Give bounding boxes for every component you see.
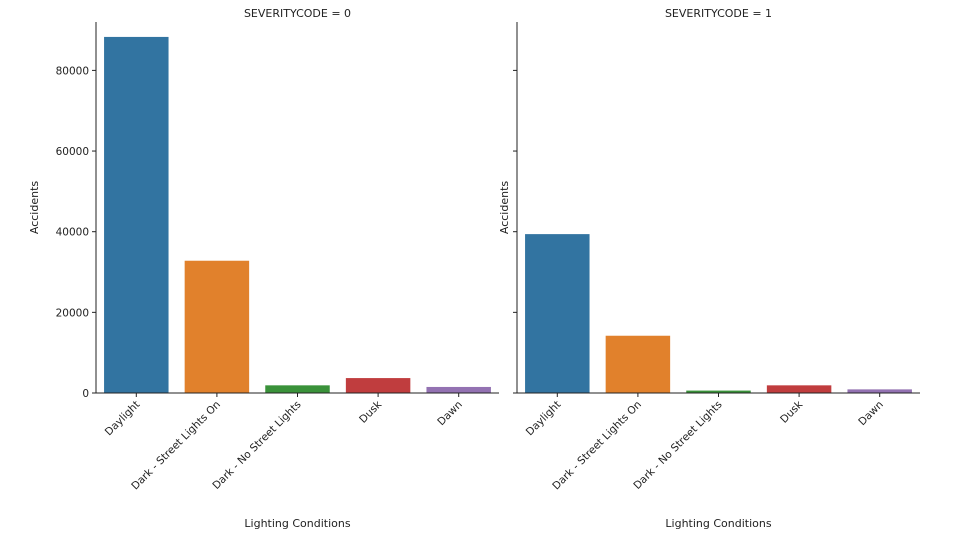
x-axis-label: Lighting Conditions: [244, 517, 350, 530]
y-axis-label: Accidents: [28, 181, 41, 235]
x-axis-label: Lighting Conditions: [665, 517, 771, 530]
y-tick-label: 80000: [56, 65, 89, 77]
bar-dark-street-lights-on: [184, 260, 250, 393]
y-axis-label: Accidents: [498, 181, 511, 235]
bar-dusk: [766, 385, 832, 393]
y-tick-label: 60000: [56, 146, 89, 158]
x-tick-label: Dawn: [856, 399, 886, 429]
y-tick-label: 0: [82, 388, 89, 400]
x-tick-label: Dark - Street Lights On: [129, 399, 223, 493]
x-tick-label: Dark - No Street Lights: [210, 399, 303, 492]
bar-dark-no-street-lights: [265, 385, 330, 393]
x-tick-label: Dark - No Street Lights: [631, 399, 724, 492]
x-tick-label: Dark - Street Lights On: [550, 399, 644, 493]
y-tick-label: 40000: [56, 227, 89, 239]
bar-dark-street-lights-on: [605, 335, 671, 393]
x-tick-label: Dusk: [778, 398, 806, 426]
bar-dawn: [847, 389, 912, 393]
x-tick-label: Dawn: [435, 399, 465, 429]
chart-panel-0: SEVERITYCODE = 0 0 20000 40000 60000 80000 Day…: [28, 7, 499, 530]
x-tick-label: Daylight: [103, 399, 143, 439]
y-tick-label: 20000: [56, 307, 89, 319]
bar-dark-no-street-lights: [686, 390, 751, 393]
bar-dawn: [426, 386, 491, 393]
x-tick-label: Dusk: [357, 398, 385, 426]
bar-daylight: [525, 234, 590, 393]
bar-dusk: [345, 378, 411, 393]
chart-title: SEVERITYCODE = 0: [244, 7, 351, 20]
chart-title: SEVERITYCODE = 1: [665, 7, 772, 20]
x-tick-label: Daylight: [524, 399, 564, 439]
bar-daylight: [104, 36, 169, 394]
